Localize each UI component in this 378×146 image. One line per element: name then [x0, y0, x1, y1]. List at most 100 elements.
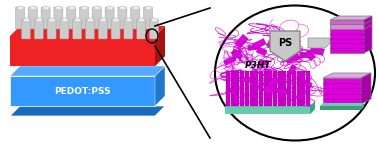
- Polygon shape: [364, 25, 372, 53]
- FancyBboxPatch shape: [54, 7, 63, 29]
- Polygon shape: [308, 38, 330, 48]
- Polygon shape: [320, 106, 361, 110]
- Polygon shape: [364, 16, 372, 24]
- Ellipse shape: [61, 18, 68, 22]
- Bar: [278, 71, 282, 106]
- FancyBboxPatch shape: [15, 7, 25, 29]
- FancyBboxPatch shape: [105, 7, 114, 29]
- Bar: [273, 71, 277, 106]
- Polygon shape: [310, 45, 325, 55]
- Polygon shape: [288, 65, 297, 75]
- Polygon shape: [303, 82, 312, 87]
- FancyBboxPatch shape: [137, 19, 146, 39]
- Polygon shape: [224, 56, 236, 65]
- Ellipse shape: [49, 18, 56, 22]
- Polygon shape: [10, 106, 165, 116]
- Ellipse shape: [87, 18, 94, 22]
- Bar: [231, 71, 235, 106]
- Bar: [249, 71, 254, 106]
- FancyBboxPatch shape: [22, 19, 31, 39]
- Polygon shape: [270, 31, 300, 61]
- FancyBboxPatch shape: [79, 7, 88, 29]
- Polygon shape: [253, 39, 266, 49]
- Ellipse shape: [56, 6, 62, 10]
- Text: PS: PS: [278, 38, 292, 48]
- Polygon shape: [361, 73, 371, 104]
- Bar: [254, 71, 258, 106]
- Ellipse shape: [36, 18, 43, 22]
- Polygon shape: [10, 76, 155, 106]
- Polygon shape: [361, 103, 364, 110]
- Bar: [259, 71, 263, 106]
- Ellipse shape: [23, 18, 30, 22]
- Polygon shape: [231, 49, 243, 60]
- Ellipse shape: [43, 6, 50, 10]
- Bar: [301, 71, 305, 106]
- Polygon shape: [10, 26, 165, 36]
- FancyBboxPatch shape: [28, 7, 37, 29]
- Polygon shape: [330, 29, 364, 53]
- Ellipse shape: [74, 18, 81, 22]
- Polygon shape: [225, 106, 310, 114]
- Polygon shape: [330, 16, 372, 20]
- Bar: [268, 71, 273, 106]
- Ellipse shape: [138, 18, 145, 22]
- Polygon shape: [330, 24, 364, 29]
- Polygon shape: [235, 34, 248, 48]
- Ellipse shape: [107, 6, 114, 10]
- Polygon shape: [364, 20, 372, 29]
- FancyBboxPatch shape: [111, 19, 120, 39]
- FancyBboxPatch shape: [47, 19, 56, 39]
- Polygon shape: [323, 73, 371, 78]
- Ellipse shape: [100, 18, 107, 22]
- Polygon shape: [276, 88, 287, 95]
- Polygon shape: [320, 103, 364, 106]
- Polygon shape: [155, 66, 165, 106]
- Bar: [263, 71, 268, 106]
- Bar: [226, 71, 230, 106]
- Bar: [292, 71, 296, 106]
- Bar: [282, 71, 287, 106]
- Ellipse shape: [132, 6, 139, 10]
- Ellipse shape: [30, 6, 37, 10]
- FancyBboxPatch shape: [41, 7, 50, 29]
- Bar: [306, 71, 310, 106]
- FancyBboxPatch shape: [67, 7, 76, 29]
- FancyBboxPatch shape: [34, 19, 43, 39]
- Ellipse shape: [81, 6, 88, 10]
- Polygon shape: [283, 45, 296, 53]
- Text: P3HT: P3HT: [245, 61, 271, 71]
- FancyBboxPatch shape: [118, 7, 127, 29]
- FancyBboxPatch shape: [131, 7, 140, 29]
- Bar: [297, 71, 301, 106]
- Ellipse shape: [119, 6, 126, 10]
- FancyBboxPatch shape: [60, 19, 69, 39]
- Bar: [287, 71, 291, 106]
- Polygon shape: [310, 101, 315, 114]
- Polygon shape: [10, 36, 155, 66]
- Polygon shape: [241, 77, 252, 82]
- Bar: [240, 71, 244, 106]
- Ellipse shape: [68, 6, 75, 10]
- Ellipse shape: [125, 18, 132, 22]
- FancyBboxPatch shape: [150, 19, 158, 39]
- FancyBboxPatch shape: [124, 19, 133, 39]
- Text: PEDOT:PSS: PEDOT:PSS: [54, 86, 110, 95]
- FancyBboxPatch shape: [92, 7, 101, 29]
- Polygon shape: [304, 50, 315, 61]
- Polygon shape: [225, 109, 315, 114]
- Polygon shape: [256, 47, 267, 56]
- Polygon shape: [155, 26, 165, 66]
- Polygon shape: [248, 45, 258, 50]
- FancyBboxPatch shape: [98, 19, 107, 39]
- Polygon shape: [330, 20, 372, 24]
- Polygon shape: [259, 60, 268, 65]
- Bar: [245, 71, 249, 106]
- FancyBboxPatch shape: [85, 19, 94, 39]
- Ellipse shape: [113, 18, 119, 22]
- Ellipse shape: [94, 6, 101, 10]
- Polygon shape: [285, 53, 299, 64]
- Ellipse shape: [17, 6, 24, 10]
- Polygon shape: [323, 78, 361, 104]
- FancyBboxPatch shape: [73, 19, 82, 39]
